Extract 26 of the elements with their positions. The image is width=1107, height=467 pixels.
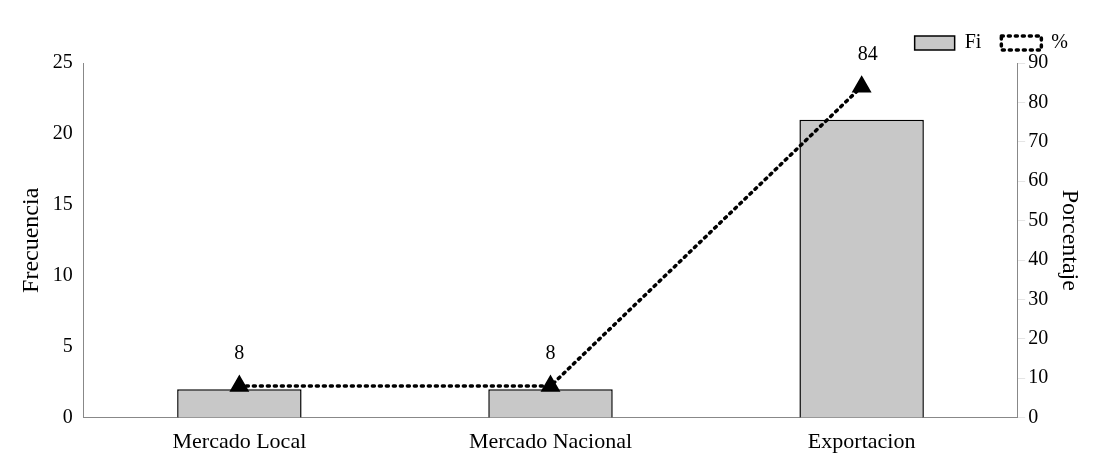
x-tick-label: Exportacion — [807, 427, 916, 453]
y2-tick-label: 10 — [1028, 365, 1049, 388]
data-label: 8 — [545, 341, 556, 364]
y-tick-label: 5 — [62, 333, 73, 356]
y-tick-label: 10 — [52, 263, 73, 286]
y-tick-label: 25 — [52, 50, 73, 73]
y-tick-label: 20 — [52, 121, 73, 144]
y2-tick-label: 60 — [1028, 168, 1049, 191]
data-label: 8 — [234, 341, 245, 364]
legend-label: Fi — [964, 30, 982, 53]
y-tick-label: 15 — [52, 192, 73, 215]
y2-tick-label: 0 — [1028, 404, 1039, 427]
legend-label: % — [1051, 30, 1069, 53]
y-axis-title: Frecuencia — [16, 187, 43, 293]
y-tick-label: 0 — [62, 404, 73, 427]
x-tick-label: Mercado Nacional — [468, 427, 633, 453]
x-tick-label: Mercado Local — [172, 427, 307, 453]
y2-tick-label: 80 — [1028, 89, 1049, 112]
y2-tick-label: 30 — [1028, 286, 1049, 309]
y2-tick-label: 70 — [1028, 129, 1049, 152]
y2-tick-label: 40 — [1028, 247, 1049, 270]
y2-tick-label: 20 — [1028, 326, 1049, 349]
y2-axis-title: Porcentaje — [1058, 189, 1085, 291]
data-label: 84 — [857, 41, 878, 64]
y2-tick-label: 90 — [1028, 50, 1049, 73]
y2-tick-label: 50 — [1028, 207, 1049, 230]
